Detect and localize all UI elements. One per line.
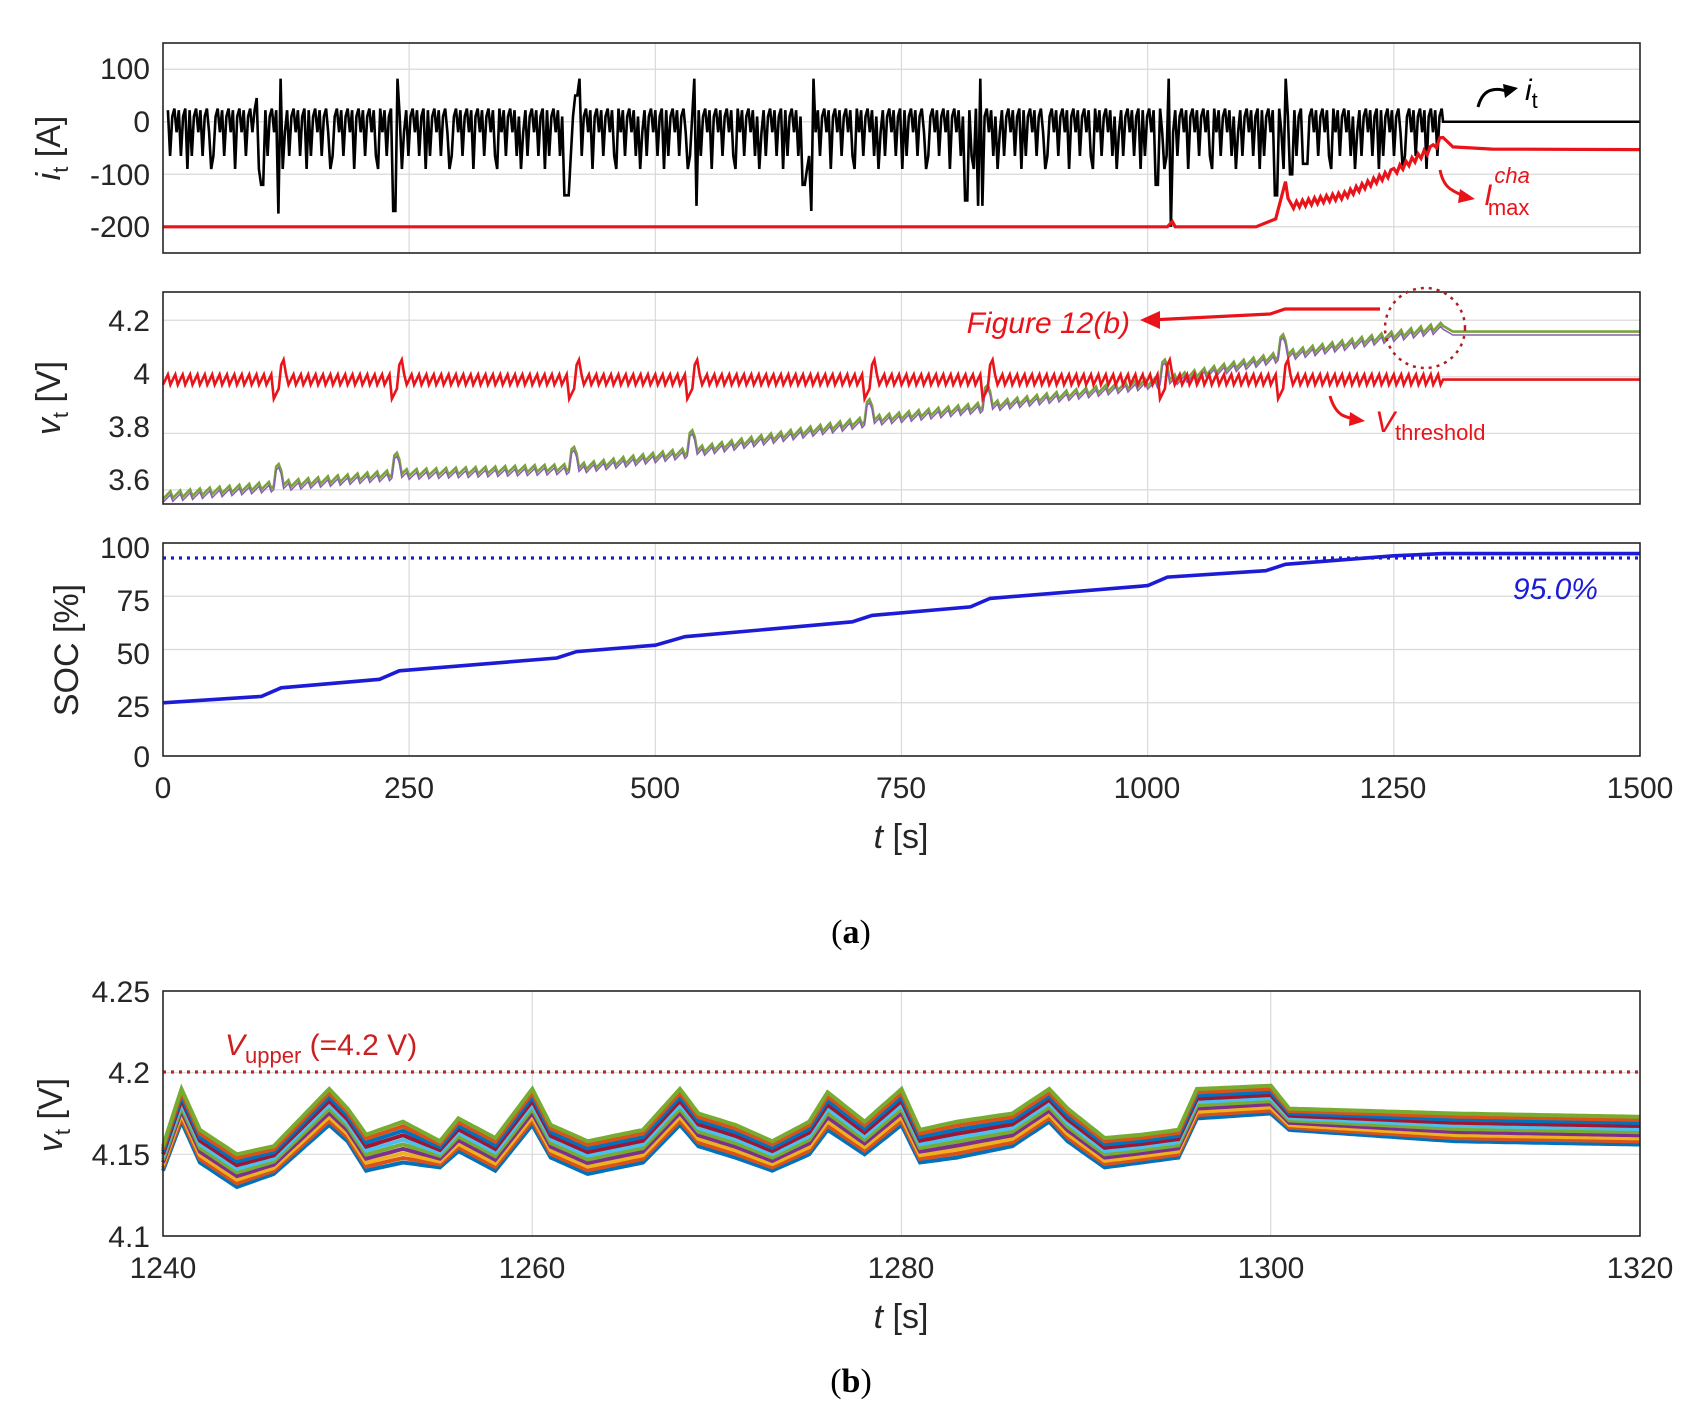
y-axis-label: it [A]	[30, 116, 73, 181]
x-ticks: 0 250 500 750 1000 1250 1500	[155, 772, 1674, 805]
cell-voltage-trace	[161, 1083, 1641, 1157]
series-cell-voltages	[162, 321, 1640, 501]
arrow-figure12b	[1149, 307, 1380, 322]
xtick-label: 500	[630, 772, 680, 805]
panel-soc: 100 75 50 25 0 0 250 500 750 1000 1250 1…	[48, 532, 1673, 856]
caption-b: (b)	[830, 1363, 872, 1400]
ytick-label: 4	[133, 358, 150, 391]
ytick-label: 25	[117, 691, 150, 724]
axes-frame	[162, 990, 1641, 1237]
xtick-label: 1260	[499, 1252, 566, 1285]
xtick-label: 250	[384, 772, 434, 805]
grid	[163, 542, 1640, 756]
ytick-label: 75	[117, 585, 150, 618]
y-ticks: 100 0 -100 -200	[90, 53, 150, 244]
series-soc	[162, 551, 1640, 705]
zoom-marker-circle	[1383, 286, 1467, 370]
x-ticks: 1240 1260 1280 1300 1320	[130, 1252, 1674, 1285]
ylab-sub: t	[48, 167, 73, 173]
xtick-label: 1250	[1360, 772, 1427, 805]
arrow-head-vth	[1349, 412, 1365, 426]
y-axis-label: vt [V]	[32, 1078, 75, 1152]
series-cell-voltages-lower	[162, 325, 1640, 503]
x-axis-label: t [s]	[874, 1298, 929, 1336]
ytick-label: 0	[133, 106, 150, 139]
series-imax-cha	[163, 135, 1641, 229]
ytick-label: 0	[133, 741, 150, 774]
xtick-label: 750	[876, 772, 926, 805]
xtick-label: 1280	[868, 1252, 935, 1285]
ytick-label: 100	[100, 53, 150, 86]
annotation-vthreshold: Vthreshold	[1375, 406, 1486, 445]
axes-frame	[162, 42, 1641, 254]
arrow-head-figure12b	[1140, 311, 1160, 329]
arrow-head-it	[1503, 84, 1518, 98]
annotation-soc-limit: 95.0%	[1513, 573, 1598, 606]
panel-current: 100 0 -100 -200 it [A] it Icha max	[30, 42, 1641, 254]
axes-frame	[162, 542, 1641, 757]
ytick-label: 4.1	[108, 1221, 150, 1254]
annotation-imax: Icha max	[1484, 163, 1530, 220]
ytick-label: 4.25	[92, 976, 150, 1009]
series-v-threshold	[161, 355, 1640, 404]
arrow-it	[1476, 87, 1509, 108]
ytick-label: 3.6	[108, 464, 150, 497]
arrow-head-imax	[1458, 189, 1475, 203]
panel-zoom-voltage: 4.25 4.2 4.15 4.1 1240 1260 1280 1300 13…	[32, 976, 1673, 1336]
y-axis-label: SOC [%]	[48, 584, 86, 716]
ytick-label: 3.8	[108, 411, 150, 444]
annotation-figure12b: Figure 12(b)	[967, 307, 1130, 340]
xtick-label: 1000	[1114, 772, 1181, 805]
ylab-unit: [A]	[30, 116, 68, 167]
panel-voltage: 4.2 4 3.8 3.6 vt [V] Figure 12(b) Vthres…	[30, 286, 1641, 505]
xtick-label: 0	[155, 772, 172, 805]
ytick-label: -100	[90, 159, 150, 192]
ytick-label: 4.2	[108, 1057, 150, 1090]
y-ticks: 100 75 50 25 0	[100, 532, 150, 774]
xtick-label: 1500	[1607, 772, 1674, 805]
annotation-v-upper: Vupper (=4.2 V)	[225, 1029, 417, 1068]
y-ticks: 4.2 4 3.8 3.6	[108, 305, 150, 497]
series-current-it	[166, 78, 1640, 227]
ytick-label: 4.15	[92, 1139, 150, 1172]
ytick-label: -200	[90, 211, 150, 244]
y-axis-label: vt [V]	[30, 361, 73, 435]
series-cell-voltage-band	[161, 1083, 1641, 1190]
x-axis-label: t [s]	[874, 818, 929, 856]
ytick-label: 100	[100, 532, 150, 565]
xtick-label: 1300	[1238, 1252, 1305, 1285]
ytick-label: 4.2	[108, 305, 150, 338]
xtick-label: 1240	[130, 1252, 197, 1285]
caption-a: (a)	[831, 914, 871, 951]
xtick-label: 1320	[1607, 1252, 1674, 1285]
annotation-it: it	[1525, 74, 1538, 113]
ytick-label: 50	[117, 638, 150, 671]
axes-frame	[162, 291, 1641, 505]
y-ticks: 4.25 4.2 4.15 4.1	[92, 976, 150, 1254]
ylab-var: i	[30, 171, 68, 180]
